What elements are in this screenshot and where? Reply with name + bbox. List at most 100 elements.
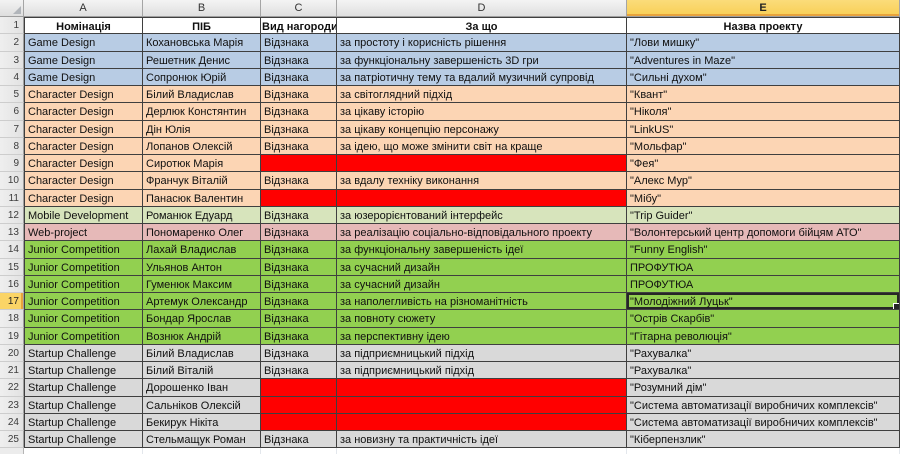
cell-project[interactable]: "Лови мишку": [627, 34, 900, 52]
cell-nomination[interactable]: Junior Competition: [24, 293, 143, 311]
header-cell-award[interactable]: Вид нагороди: [261, 17, 337, 35]
row-header[interactable]: 15: [0, 258, 24, 276]
cell-reason[interactable]: за сучасний дизайн: [337, 258, 627, 276]
cell-project[interactable]: "Мольфар": [627, 137, 900, 155]
cell-reason[interactable]: за підприємницький підхід: [337, 344, 627, 362]
cell-award[interactable]: Відзнака: [261, 275, 337, 293]
cell-reason[interactable]: за цікаву концепцію персонажу: [337, 120, 627, 138]
cell-award[interactable]: Відзнака: [261, 51, 337, 69]
cell-name[interactable]: Бекирук Нікіта: [143, 413, 261, 431]
cell-award[interactable]: Відзнака: [261, 241, 337, 259]
cell-project[interactable]: "Гітарна революція": [627, 327, 900, 345]
cell-nomination[interactable]: Character Design: [24, 189, 143, 207]
cell-nomination[interactable]: Character Design: [24, 120, 143, 138]
cell-award[interactable]: Відзнака: [261, 258, 337, 276]
cell-name[interactable]: Стельмащук Роман: [143, 431, 261, 449]
cell-nomination[interactable]: Junior Competition: [24, 310, 143, 328]
cell-name[interactable]: Пономаренко Олег: [143, 224, 261, 242]
row-header[interactable]: 11: [0, 189, 24, 207]
cell-project[interactable]: "Adventures in Maze": [627, 51, 900, 69]
cell-name[interactable]: Лахай Владислав: [143, 241, 261, 259]
row-header[interactable]: 17: [0, 293, 24, 311]
cell-award[interactable]: Відзнака: [261, 344, 337, 362]
cell-name[interactable]: Франчук Віталій: [143, 172, 261, 190]
column-header-e[interactable]: E: [627, 0, 900, 16]
cell-name[interactable]: Лопанов Олексій: [143, 137, 261, 155]
column-header-b[interactable]: B: [143, 0, 261, 16]
cell-project[interactable]: "Система автоматизації виробничих компле…: [627, 413, 900, 431]
cell-nomination[interactable]: Junior Competition: [24, 258, 143, 276]
cell-award[interactable]: Відзнака: [261, 172, 337, 190]
cell-award[interactable]: Відзнака: [261, 120, 337, 138]
row-header[interactable]: 14: [0, 241, 24, 259]
cell-name[interactable]: Дорошенко Іван: [143, 379, 261, 397]
cell-award[interactable]: [261, 413, 337, 431]
cell-reason[interactable]: за повноту сюжету: [337, 310, 627, 328]
cell-reason[interactable]: за функціональну завершеність ідеї: [337, 241, 627, 259]
cell-project[interactable]: "Funny English": [627, 241, 900, 259]
cell-reason[interactable]: за реалізацію соціально-відповідального …: [337, 224, 627, 242]
row-header[interactable]: 9: [0, 155, 24, 173]
cell-reason[interactable]: за патріотичну тему та вдалий музичний с…: [337, 68, 627, 86]
row-header[interactable]: 7: [0, 120, 24, 138]
header-cell-name[interactable]: ПІБ: [143, 17, 261, 35]
cell-award[interactable]: Відзнака: [261, 68, 337, 86]
cell-reason[interactable]: за вдалу техніку виконання: [337, 172, 627, 190]
cell-reason[interactable]: за функціональну завершеність 3D гри: [337, 51, 627, 69]
cell-project[interactable]: "Кіберпензлик": [627, 431, 900, 449]
cell-award[interactable]: [261, 396, 337, 414]
cell-reason[interactable]: за цікаву історію: [337, 103, 627, 121]
row-header[interactable]: 8: [0, 137, 24, 155]
cell-reason[interactable]: за новизну та практичність ідеї: [337, 431, 627, 449]
cell-nomination[interactable]: Character Design: [24, 103, 143, 121]
cell-reason[interactable]: за сучасний дизайн: [337, 275, 627, 293]
column-header-c[interactable]: C: [261, 0, 337, 16]
row-header[interactable]: 16: [0, 275, 24, 293]
cell-nomination[interactable]: Character Design: [24, 155, 143, 173]
cell-project[interactable]: "Мібу": [627, 189, 900, 207]
cell-name[interactable]: Бондар Ярослав: [143, 310, 261, 328]
column-header-a[interactable]: A: [24, 0, 143, 16]
cell-award[interactable]: Відзнака: [261, 103, 337, 121]
cell-nomination[interactable]: Startup Challenge: [24, 362, 143, 380]
cell-award[interactable]: Відзнака: [261, 431, 337, 449]
row-header[interactable]: 2: [0, 34, 24, 52]
cell-nomination[interactable]: Character Design: [24, 86, 143, 104]
cell-reason[interactable]: за підприємницький підхід: [337, 362, 627, 380]
cell-award[interactable]: Відзнака: [261, 86, 337, 104]
cell-reason[interactable]: за перспективну ідею: [337, 327, 627, 345]
select-all-corner[interactable]: [0, 0, 24, 16]
cell-award[interactable]: Відзнака: [261, 327, 337, 345]
cell-name[interactable]: Решетник Денис: [143, 51, 261, 69]
cell-reason[interactable]: за наполегливість на різноманітність: [337, 293, 627, 311]
cell-reason[interactable]: [337, 413, 627, 431]
cell-reason[interactable]: [337, 189, 627, 207]
cell-project[interactable]: "LinkUS": [627, 120, 900, 138]
header-cell-nomination[interactable]: Номінація: [24, 17, 143, 35]
cell-nomination[interactable]: Junior Competition: [24, 275, 143, 293]
cell-project[interactable]: "Рахувалка": [627, 344, 900, 362]
header-cell-project[interactable]: Назва проекту: [627, 17, 900, 35]
header-cell-reason[interactable]: За що: [337, 17, 627, 35]
cell-project[interactable]: "Розумний дім": [627, 379, 900, 397]
cell-reason[interactable]: за ідею, що може змінити світ на краще: [337, 137, 627, 155]
cell-name[interactable]: Ульянов Антон: [143, 258, 261, 276]
cell-project[interactable]: "Острів Скарбів": [627, 310, 900, 328]
cell-name[interactable]: Білий Владислав: [143, 344, 261, 362]
cell-nomination[interactable]: Startup Challenge: [24, 344, 143, 362]
row-header[interactable]: 23: [0, 396, 24, 414]
cell-nomination[interactable]: Startup Challenge: [24, 396, 143, 414]
column-header-d[interactable]: D: [337, 0, 627, 16]
row-header[interactable]: 4: [0, 68, 24, 86]
row-header[interactable]: 3: [0, 51, 24, 69]
cell-award[interactable]: Відзнака: [261, 362, 337, 380]
cell-award[interactable]: [261, 155, 337, 173]
cell-name[interactable]: Білий Владислав: [143, 86, 261, 104]
cell-project[interactable]: "Сильні духом": [627, 68, 900, 86]
cell-reason[interactable]: за простоту і корисність рішення: [337, 34, 627, 52]
cell-award[interactable]: Відзнака: [261, 224, 337, 242]
cell-project[interactable]: "Рахувалка": [627, 362, 900, 380]
row-header[interactable]: 1: [0, 17, 24, 35]
cell-project[interactable]: "Квант": [627, 86, 900, 104]
cell-reason[interactable]: [337, 155, 627, 173]
